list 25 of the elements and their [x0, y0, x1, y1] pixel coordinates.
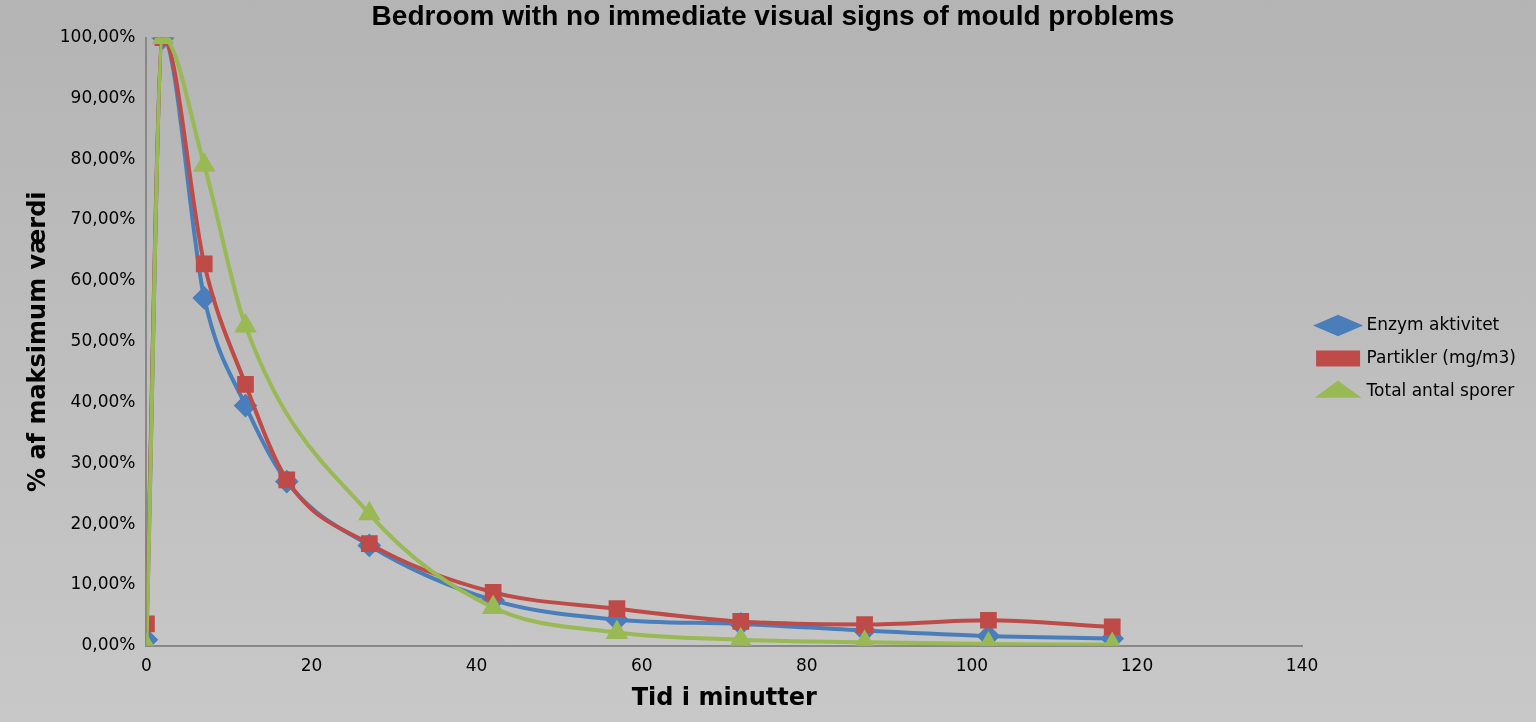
x-tick-label: 40 [465, 655, 488, 676]
chart-title: Bedroom with no immediate visual signs of mould problems [371, 0, 1175, 31]
legend-label: Enzym aktivitet [1366, 313, 1500, 334]
y-tick-label: 50,00% [70, 330, 136, 351]
y-tick-label: 20,00% [70, 512, 136, 533]
legend-label: Total antal sporer [1365, 379, 1515, 400]
x-tick-label: 120 [1120, 655, 1154, 676]
x-tick-label: 100 [955, 655, 989, 676]
y-axis-title: % af maksimum værdi [22, 191, 51, 492]
y-tick-label: 60,00% [70, 269, 136, 290]
legend-label: Partikler (mg/m3) [1366, 346, 1517, 367]
y-tick-label: 0,00% [81, 634, 136, 655]
x-tick-label: 60 [630, 655, 653, 676]
y-tick-label: 10,00% [70, 573, 136, 594]
x-tick-label: 20 [300, 655, 323, 676]
x-tick-label: 0 [141, 655, 152, 676]
x-axis-title: Tid i minutter [631, 682, 818, 711]
x-tick-label: 140 [1285, 655, 1319, 676]
y-tick-label: 100,00% [59, 26, 136, 47]
y-tick-label: 70,00% [70, 208, 136, 229]
y-tick-label: 30,00% [70, 451, 136, 472]
y-tick-label: 90,00% [70, 86, 136, 107]
y-tick-label: 80,00% [70, 147, 136, 168]
x-tick-label: 80 [795, 655, 818, 676]
y-tick-label: 40,00% [70, 390, 136, 411]
